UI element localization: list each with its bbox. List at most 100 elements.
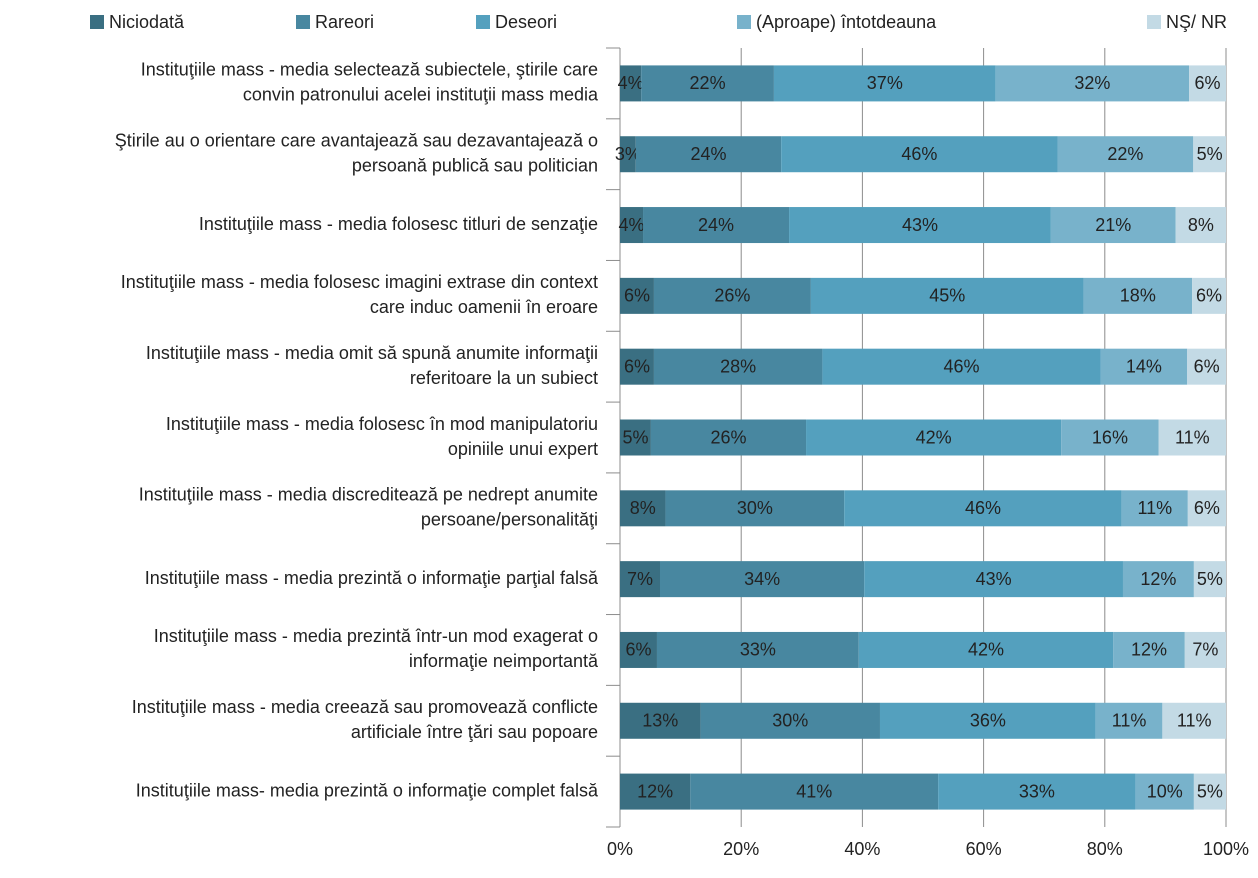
bar-segment	[1122, 561, 1194, 598]
bar-segment	[1100, 348, 1188, 385]
bar-segment	[1189, 65, 1226, 102]
bar-segment	[1121, 490, 1188, 527]
bar-segment	[700, 702, 880, 739]
category-label: persoană publică sau politician	[352, 155, 598, 175]
data-label: 45%	[929, 286, 965, 306]
data-label: 33%	[740, 640, 776, 660]
category-label: Instituţiile mass- media prezintă o info…	[136, 780, 599, 800]
bar-segment	[858, 631, 1114, 668]
data-label: 4%	[619, 215, 645, 235]
bar-segment	[1057, 136, 1194, 173]
category-label: Instituţiile mass - media creează sau pr…	[132, 697, 598, 717]
data-label: 7%	[1192, 640, 1218, 660]
legend-swatch	[90, 15, 104, 29]
data-label: 5%	[622, 427, 648, 447]
bar-segment	[938, 773, 1136, 810]
data-label: 11%	[1137, 498, 1172, 518]
bar-segment	[1187, 490, 1226, 527]
category-label: informaţie neimportantă	[409, 651, 599, 671]
data-label: 13%	[642, 711, 678, 731]
data-label: 43%	[902, 215, 938, 235]
data-label: 16%	[1092, 427, 1128, 447]
data-label: 8%	[630, 498, 656, 518]
data-label: 30%	[737, 498, 773, 518]
legend-swatch	[476, 15, 490, 29]
bar-segment	[1187, 348, 1226, 385]
bar-segment	[1158, 419, 1226, 456]
x-tick-label: 80%	[1087, 839, 1123, 859]
data-label: 3%	[615, 144, 641, 164]
x-tick-label: 0%	[607, 839, 633, 859]
bar-segment	[659, 561, 865, 598]
category-label: Instituţiile mass - media discreditează …	[139, 485, 598, 505]
data-label: 43%	[976, 569, 1012, 589]
data-label: 6%	[625, 640, 651, 660]
data-label: 22%	[1107, 144, 1143, 164]
bar-segment	[879, 702, 1096, 739]
data-label: 34%	[744, 569, 780, 589]
data-label: 37%	[867, 73, 903, 93]
bar-segment	[620, 773, 691, 810]
category-label: Instituţiile mass - media selectează sub…	[141, 60, 598, 80]
category-label: Instituţiile mass - media omit să spună …	[146, 343, 598, 363]
data-label: 6%	[1194, 356, 1220, 376]
data-label: 6%	[624, 356, 650, 376]
bar-segment	[620, 207, 644, 244]
data-label: 22%	[690, 73, 726, 93]
data-label: 24%	[690, 144, 726, 164]
x-tick-label: 100%	[1203, 839, 1249, 859]
data-label: 8%	[1188, 215, 1214, 235]
category-label: Instituţiile mass - media folosesc în mo…	[166, 414, 598, 434]
data-label: 5%	[1197, 781, 1223, 801]
bar-segment	[620, 419, 651, 456]
data-label: 14%	[1126, 356, 1162, 376]
bar-segment	[1050, 207, 1176, 244]
bar-segment	[650, 419, 807, 456]
data-label: 6%	[624, 286, 650, 306]
data-label: 26%	[710, 427, 746, 447]
data-label: 5%	[1197, 569, 1223, 589]
bar-segment	[653, 277, 811, 314]
legend-label: Deseori	[495, 12, 557, 32]
bar-segment	[1193, 773, 1226, 810]
bar-segment	[1192, 277, 1226, 314]
data-label: 42%	[916, 427, 952, 447]
data-label: 5%	[1197, 144, 1223, 164]
data-label: 10%	[1147, 781, 1183, 801]
bar-segment	[643, 207, 790, 244]
bar-segment	[620, 65, 642, 102]
bar-segment	[1095, 702, 1163, 739]
bar-segment	[844, 490, 1122, 527]
bar-segment	[822, 348, 1101, 385]
bar-segment	[789, 207, 1051, 244]
data-label: 6%	[1195, 73, 1221, 93]
legend-swatch	[737, 15, 751, 29]
category-label: Instituţiile mass - media folosesc imagi…	[121, 272, 598, 292]
category-label: Instituţiile mass - media folosesc titlu…	[199, 214, 598, 234]
bar-segment	[620, 136, 636, 173]
category-label: Instituţiile mass - media prezintă într-…	[154, 626, 598, 646]
data-label: 11%	[1177, 711, 1212, 731]
bar-segment	[1193, 136, 1226, 173]
data-label: 18%	[1120, 286, 1156, 306]
bar-segment	[656, 631, 859, 668]
bar-segment	[620, 631, 657, 668]
category-label: opiniile unui expert	[448, 439, 598, 459]
bar-segment	[1175, 207, 1226, 244]
bar-segment	[1083, 277, 1193, 314]
bar-segment	[1061, 419, 1159, 456]
bar-segment	[620, 490, 666, 527]
bar-segment	[1162, 702, 1226, 739]
legend-label: NŞ/ NR	[1166, 12, 1227, 32]
bar-segment	[653, 348, 823, 385]
bar-segment	[1184, 631, 1226, 668]
data-label: 12%	[637, 781, 673, 801]
data-label: 11%	[1175, 427, 1210, 447]
data-label: 41%	[796, 781, 832, 801]
data-label: 4%	[618, 73, 644, 93]
data-label: 32%	[1074, 73, 1110, 93]
data-label: 46%	[965, 498, 1001, 518]
bar-segment	[1113, 631, 1185, 668]
legend-label: Niciodată	[109, 12, 185, 32]
